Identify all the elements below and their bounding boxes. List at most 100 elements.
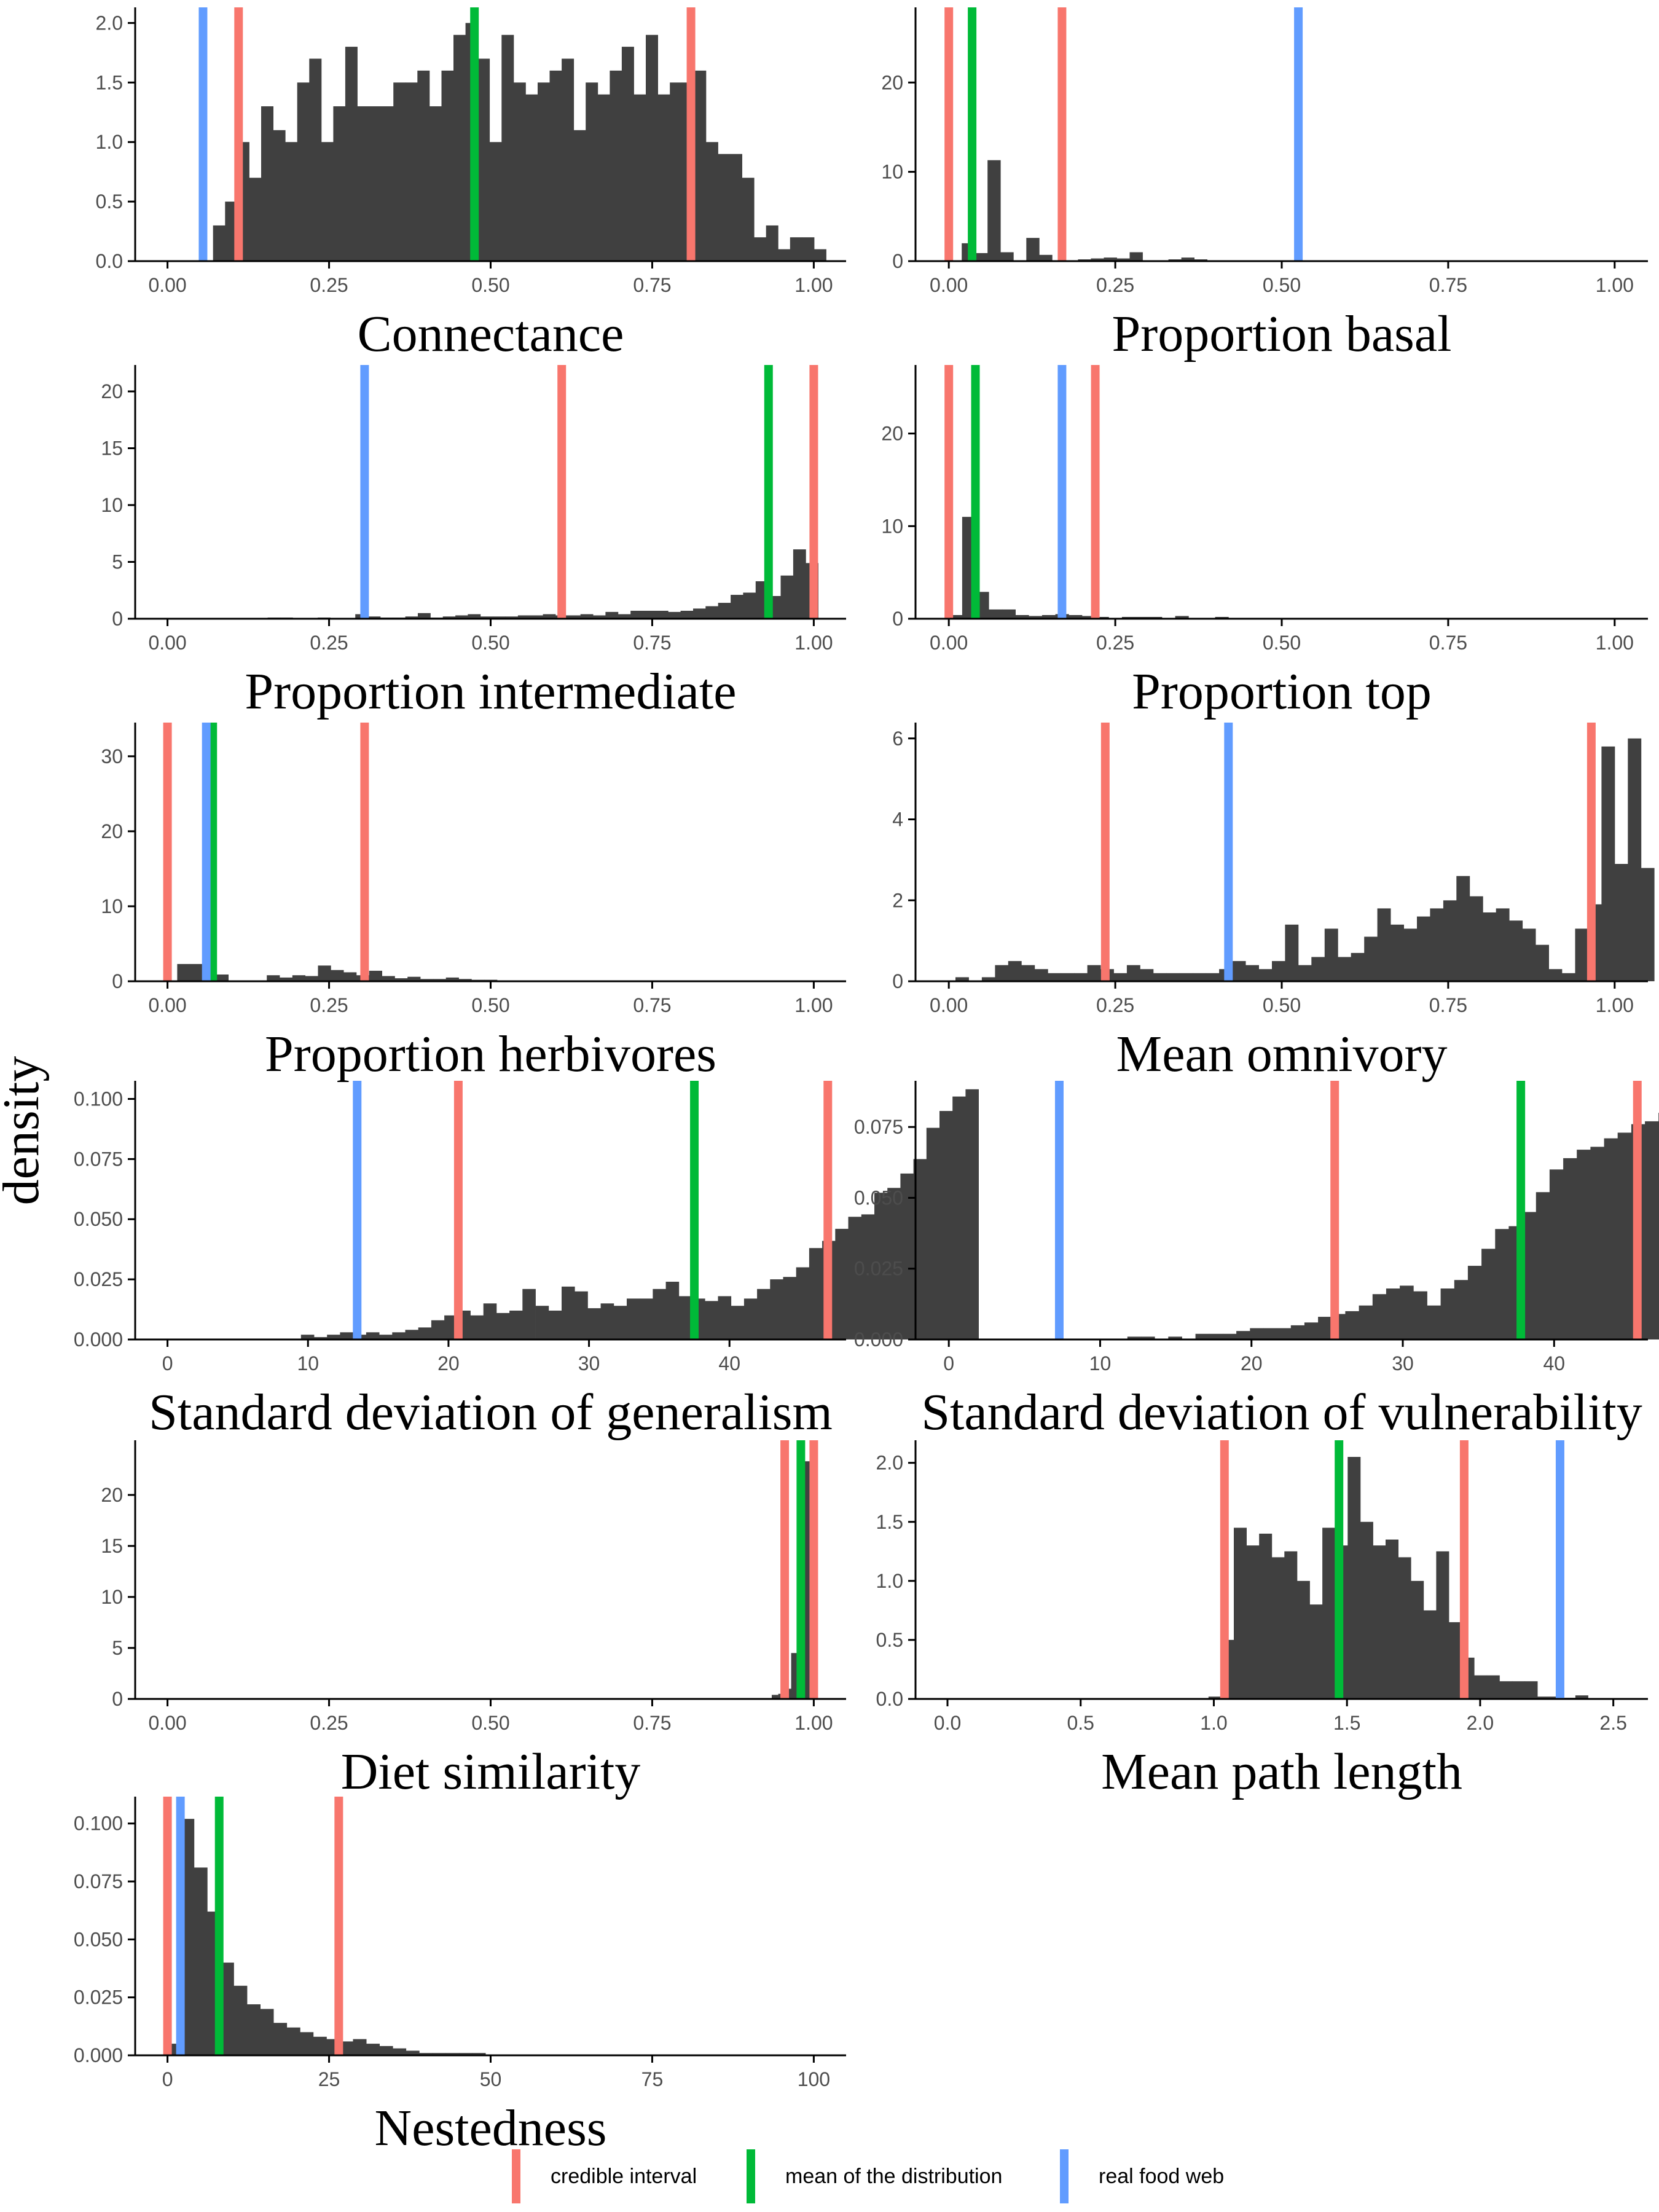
histogram-bar: [535, 1306, 549, 1339]
histogram-bar: [1246, 1545, 1260, 1699]
y-tick-label: 1.5: [876, 1511, 903, 1533]
x-tick-label: 25: [318, 2068, 340, 2090]
histogram-bar: [780, 575, 794, 619]
histogram-bar: [1015, 615, 1029, 619]
histogram-bar: [1617, 1132, 1632, 1339]
histogram-bar: [393, 2048, 407, 2055]
histogram-bar: [420, 979, 434, 981]
histogram-bar: [987, 160, 1001, 261]
y-tick-label: 20: [101, 380, 123, 402]
histogram-bar: [621, 47, 634, 261]
x-tick-label: 0.25: [1096, 632, 1134, 654]
histogram-bar: [1245, 965, 1259, 981]
histogram-bar: [633, 94, 646, 261]
histogram-bar: [790, 237, 802, 261]
histogram-bar: [791, 1653, 798, 1699]
histogram-bar: [1440, 1288, 1455, 1339]
histogram-bar: [1069, 615, 1083, 619]
x-tick-label: 0.50: [1263, 632, 1301, 654]
y-tick-label: 20: [101, 820, 123, 842]
histogram-bar: [480, 616, 493, 619]
histogram-bar: [1483, 912, 1497, 981]
x-tick-label: 1.00: [1596, 994, 1634, 1016]
y-tick-label: 10: [881, 161, 903, 183]
x-tick-label: 2.5: [1599, 1712, 1626, 1734]
histogram-bar: [580, 614, 594, 619]
histogram-bar: [1141, 1336, 1155, 1339]
histogram-bar: [1263, 1328, 1277, 1339]
histogram-bar: [1562, 973, 1575, 981]
histogram-bar: [493, 616, 506, 619]
histogram-bar: [215, 975, 229, 981]
histogram-bar: [549, 70, 562, 262]
x-tick-label: 2.0: [1467, 1712, 1494, 1734]
histogram-bar: [705, 1301, 718, 1339]
x-tick-label: 0.50: [471, 994, 509, 1016]
histogram-bar: [793, 549, 806, 619]
histogram-bar: [989, 609, 1003, 619]
y-tick-label: 0.025: [74, 1268, 123, 1290]
y-tick-label: 0.5: [96, 190, 123, 213]
histogram-bar: [1258, 969, 1273, 981]
histogram-bar: [1524, 1681, 1538, 1699]
panel-proportion-top: 0.00 0.25 0.50 0.75 1.00 0 10 20 Proportion top: [881, 365, 1648, 720]
histogram-bar: [477, 58, 490, 261]
histogram-bar: [804, 1461, 811, 1699]
histogram-bar: [1430, 908, 1444, 981]
histogram-bar: [300, 1335, 315, 1339]
y-tick-label: 0.0: [876, 1688, 903, 1710]
histogram-bar: [379, 1335, 393, 1339]
y-tick-label: 0: [892, 970, 903, 992]
histogram-bar: [1175, 616, 1189, 619]
histogram-bar: [405, 616, 418, 619]
histogram-bar: [1427, 1305, 1441, 1339]
y-tick-label: 10: [101, 895, 123, 917]
histogram-bar: [393, 82, 406, 262]
histogram-bar: [1499, 1681, 1513, 1699]
histogram-bar: [562, 58, 575, 261]
histogram-bar: [1236, 1331, 1250, 1339]
histogram-bar: [1351, 952, 1365, 981]
histogram-bar: [280, 977, 293, 981]
y-tick-label: 0.075: [854, 1116, 903, 1138]
histogram-bar: [587, 1308, 601, 1339]
y-tick-label: 0: [892, 608, 903, 630]
histogram-bar: [1403, 928, 1418, 981]
histogram-bar: [981, 977, 995, 981]
histogram-bar: [369, 970, 382, 981]
histogram-bar: [381, 106, 394, 261]
histogram-bar: [1259, 1534, 1273, 1699]
histogram-bar: [1193, 973, 1207, 981]
y-tick-label: 1.0: [96, 131, 123, 153]
x-tick-label: 10: [297, 1352, 319, 1375]
panel-title-proportion-intermediate: Proportion intermediate: [245, 663, 736, 720]
x-tick-label: 0.00: [148, 274, 186, 296]
histogram-bar: [441, 70, 454, 262]
y-tick-label: 0.075: [74, 1870, 123, 1892]
histogram-bar: [1272, 961, 1285, 981]
histogram-bar: [586, 82, 598, 262]
legend-label-credible-interval: credible interval: [551, 2165, 697, 2188]
histogram-bar: [743, 592, 756, 619]
histogram-bar: [1449, 1622, 1462, 1699]
panel-mean-omnivory: 0.00 0.25 0.50 0.75 1.00 0 2 4 6 Mean omnivory: [892, 723, 1655, 1083]
histogram-bar: [1512, 1681, 1525, 1699]
x-tick-label: 1.0: [1200, 1712, 1227, 1734]
histogram-bar: [267, 975, 280, 981]
histogram-bar: [643, 611, 656, 619]
histogram-bar: [1039, 254, 1053, 261]
histogram-bar: [1548, 969, 1563, 981]
histogram-bar: [743, 1298, 758, 1339]
y-tick-label: 4: [892, 809, 903, 831]
histogram-bar: [1298, 965, 1312, 981]
histogram-bar: [305, 976, 318, 981]
y-tick-label: 5: [112, 1637, 123, 1659]
x-tick-label: 100: [798, 2068, 830, 2090]
x-tick-label: 0: [162, 2068, 173, 2090]
histogram-bar: [292, 975, 305, 981]
histogram-bar: [995, 965, 1009, 981]
histogram-bar: [260, 2009, 274, 2055]
histogram-bar: [949, 615, 963, 619]
histogram-bar: [489, 142, 502, 261]
histogram-bar: [345, 47, 358, 261]
